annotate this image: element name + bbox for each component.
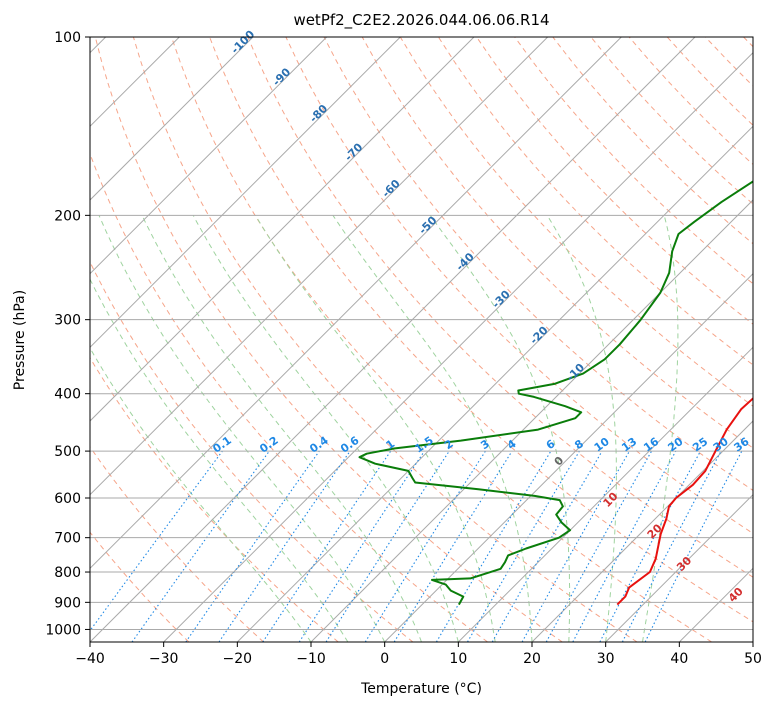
x-tick-label: −30 <box>149 651 179 667</box>
mixing-ratio-line <box>644 450 743 642</box>
dry-adiabat <box>247 37 753 578</box>
moist-adiabat <box>141 215 422 642</box>
mixing-ratio-line <box>393 450 513 642</box>
dry-adiabat <box>399 37 753 407</box>
y-tick-label: 200 <box>54 208 81 224</box>
chart-title: wetPf2_C2E2.2026.044.06.06.R14 <box>293 11 549 30</box>
x-axis-label: Temperature (°C) <box>360 681 482 697</box>
background-lines <box>90 37 753 642</box>
mixing-ratio-line <box>545 450 653 642</box>
dry-adiabat <box>90 531 190 642</box>
moist-adiabat <box>642 215 679 642</box>
y-tick-label: 100 <box>54 30 81 46</box>
moist-adiabat <box>332 215 533 642</box>
isotherm <box>90 37 328 275</box>
temperature-profile <box>616 397 753 606</box>
x-tick-label: 50 <box>744 651 762 667</box>
x-tick-label: 20 <box>523 651 541 667</box>
isotherm <box>457 346 753 642</box>
dry-adiabat <box>90 152 488 642</box>
dry-adiabat <box>209 37 753 623</box>
mixing-ratio-line <box>298 450 425 642</box>
sounding-series <box>358 180 753 606</box>
isotherm <box>531 420 753 642</box>
y-tick-label: 600 <box>54 491 81 507</box>
y-tick-label: 900 <box>54 595 81 611</box>
x-tick-label: 30 <box>597 651 615 667</box>
isotherm <box>163 51 753 642</box>
isotherm <box>236 125 753 642</box>
mixing-ratio-line <box>185 450 320 642</box>
x-tick-label: 40 <box>670 651 688 667</box>
dry-adiabat <box>132 37 638 642</box>
y-axis-label: Pressure (hPa) <box>12 290 28 390</box>
y-tick-label: 700 <box>54 531 81 547</box>
mixing-ratio-line <box>521 450 630 642</box>
y-tick-label: 800 <box>54 565 81 581</box>
isotherm <box>90 37 475 422</box>
dewpoint-profile <box>358 180 753 606</box>
x-tick-label: −20 <box>223 651 253 667</box>
dry-adiabat <box>171 37 712 642</box>
y-tick-label: 400 <box>54 387 81 403</box>
isotherm <box>90 37 549 496</box>
y-tick-label: 500 <box>54 444 81 460</box>
axes: −40 −30 −20 −10 0 10 20 30 40 50 100 200 300 400 500 60… <box>45 30 762 667</box>
isotherm <box>90 37 696 642</box>
moist-adiabat <box>254 215 496 642</box>
isotherm <box>310 199 753 642</box>
isotherm <box>90 37 254 201</box>
x-tick-label: 0 <box>380 651 389 667</box>
isotherm <box>90 37 401 349</box>
dry-adiabat <box>361 37 753 449</box>
moist-adiabat <box>546 215 617 642</box>
mixing-ratio-line <box>131 450 270 642</box>
moist-adiabat <box>192 215 459 642</box>
x-tick-label: 10 <box>449 651 467 667</box>
y-tick-label: 1000 <box>45 622 81 638</box>
isotherm <box>384 272 753 642</box>
isotherm <box>90 37 622 570</box>
mixing-ratio-line <box>218 450 351 642</box>
x-tick-label: −40 <box>75 651 105 667</box>
plot-frame <box>89 36 754 643</box>
mixing-ratio-line <box>90 450 223 632</box>
mixing-ratio-line <box>262 450 392 642</box>
dry-adiabat <box>94 37 563 642</box>
dry-adiabat <box>90 446 264 642</box>
dry-adiabat <box>90 356 339 642</box>
mixing-ratio-line <box>572 450 677 642</box>
y-tick-label: 300 <box>54 313 81 329</box>
isotherm <box>605 493 753 642</box>
moist-adiabat <box>90 347 312 642</box>
dry-adiabat <box>514 37 753 285</box>
mixing-ratio-line <box>325 450 450 642</box>
x-tick-label: −10 <box>296 651 326 667</box>
moist-adiabat <box>90 278 349 642</box>
